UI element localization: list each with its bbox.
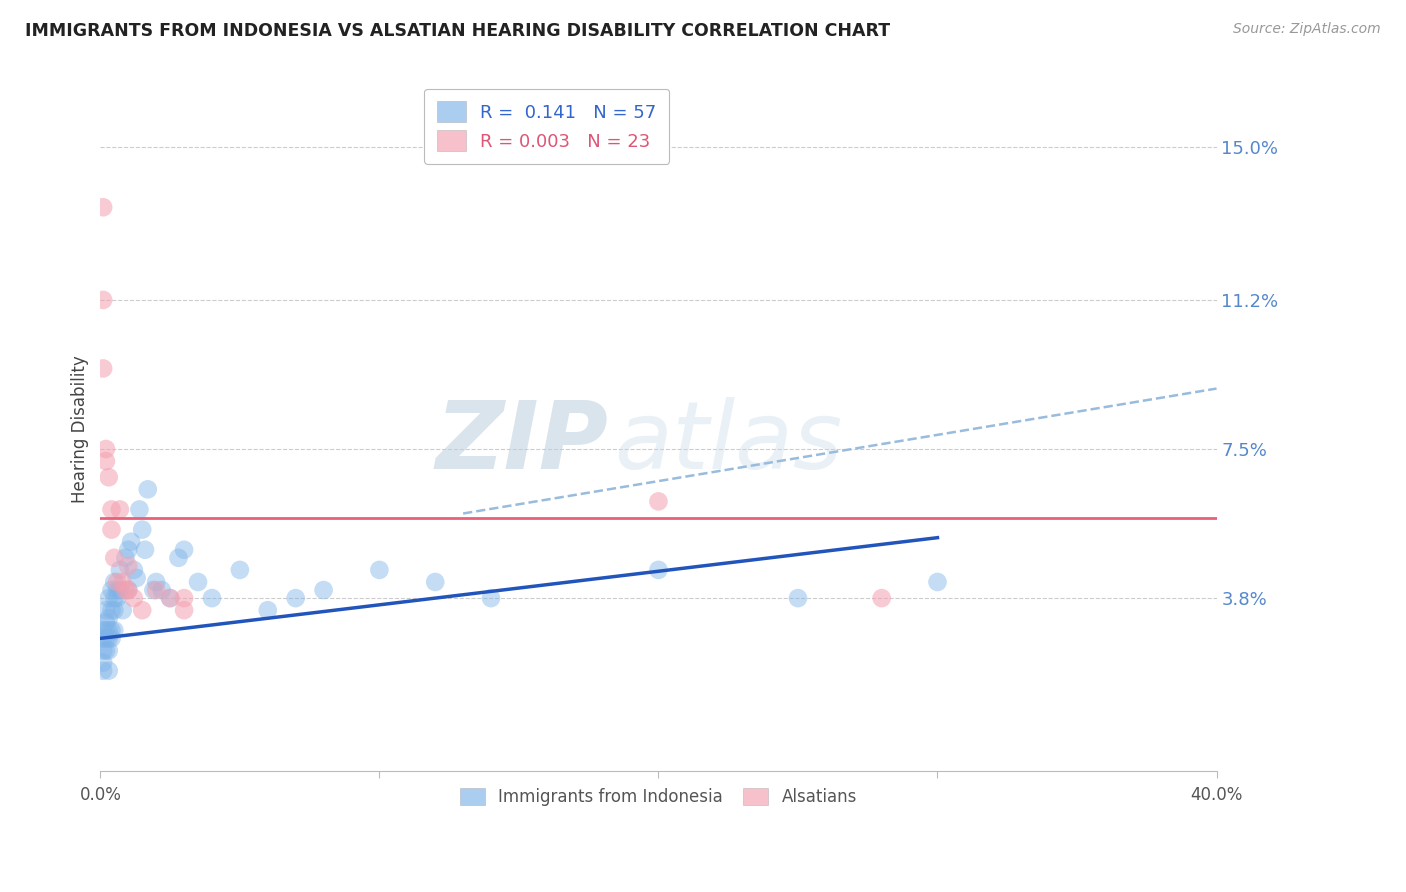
Point (114, 582, 136, 597)
Point (105, 582, 128, 597)
Point (97, 624, 120, 638)
Point (91, 293, 114, 307)
Point (91, 624, 114, 638)
Point (97, 591, 120, 606)
Point (131, 603, 153, 617)
Point (94, 442, 117, 456)
Point (647, 494, 669, 508)
Point (100, 523, 122, 537)
Point (150, 582, 173, 597)
Point (91, 361, 114, 376)
Point (870, 591, 893, 606)
Point (201, 591, 224, 606)
Point (100, 632, 122, 646)
Point (145, 582, 167, 597)
Point (97, 664, 120, 678)
Point (94, 615, 117, 630)
Text: atlas: atlas (614, 397, 842, 488)
Point (108, 502, 131, 516)
Point (173, 542, 195, 557)
Point (105, 591, 128, 606)
Point (159, 591, 181, 606)
Point (97, 632, 120, 646)
Point (134, 542, 156, 557)
Point (122, 591, 145, 606)
Point (91, 664, 114, 678)
Text: Source: ZipAtlas.com: Source: ZipAtlas.com (1233, 22, 1381, 37)
Point (103, 624, 125, 638)
Point (425, 574, 447, 589)
Text: IMMIGRANTS FROM INDONESIA VS ALSATIAN HEARING DISABILITY CORRELATION CHART: IMMIGRANTS FROM INDONESIA VS ALSATIAN HE… (25, 22, 890, 40)
Point (91, 200, 114, 214)
Point (94, 603, 117, 617)
Point (108, 563, 131, 577)
Legend: Immigrants from Indonesia, Alsatians: Immigrants from Indonesia, Alsatians (451, 780, 865, 814)
Point (159, 591, 181, 606)
Point (173, 603, 195, 617)
Point (94, 632, 117, 646)
Point (117, 558, 139, 573)
Point (229, 563, 252, 577)
Point (284, 591, 307, 606)
Point (97, 470, 120, 484)
Point (368, 563, 391, 577)
Point (108, 582, 131, 597)
Point (103, 591, 125, 606)
Point (125, 571, 148, 585)
Point (479, 591, 502, 606)
Point (927, 574, 949, 589)
Point (91, 632, 114, 646)
Point (94, 624, 117, 638)
Point (100, 502, 122, 516)
Point (100, 603, 122, 617)
Point (91, 656, 114, 670)
Point (103, 574, 125, 589)
Point (94, 643, 117, 657)
Point (187, 574, 209, 589)
Point (94, 454, 117, 468)
Point (111, 603, 134, 617)
Point (173, 591, 195, 606)
Text: ZIP: ZIP (436, 397, 609, 489)
Point (117, 582, 139, 597)
Point (122, 563, 145, 577)
Point (114, 550, 136, 565)
Text: 0.0%: 0.0% (79, 787, 121, 805)
Point (120, 534, 142, 549)
Point (787, 591, 810, 606)
Point (647, 563, 669, 577)
Point (111, 574, 134, 589)
Point (103, 603, 125, 617)
Point (142, 582, 165, 597)
Text: 40.0%: 40.0% (1191, 787, 1243, 805)
Point (128, 502, 150, 516)
Point (256, 603, 278, 617)
Point (105, 574, 128, 589)
Point (97, 643, 120, 657)
Point (100, 582, 122, 597)
Point (136, 483, 159, 497)
Point (167, 550, 190, 565)
Y-axis label: Hearing Disability: Hearing Disability (72, 355, 89, 503)
Point (97, 611, 120, 625)
Point (312, 582, 335, 597)
Point (131, 523, 153, 537)
Point (100, 624, 122, 638)
Point (91, 643, 114, 657)
Point (145, 574, 167, 589)
Point (117, 542, 139, 557)
Point (117, 582, 139, 597)
Point (103, 550, 125, 565)
